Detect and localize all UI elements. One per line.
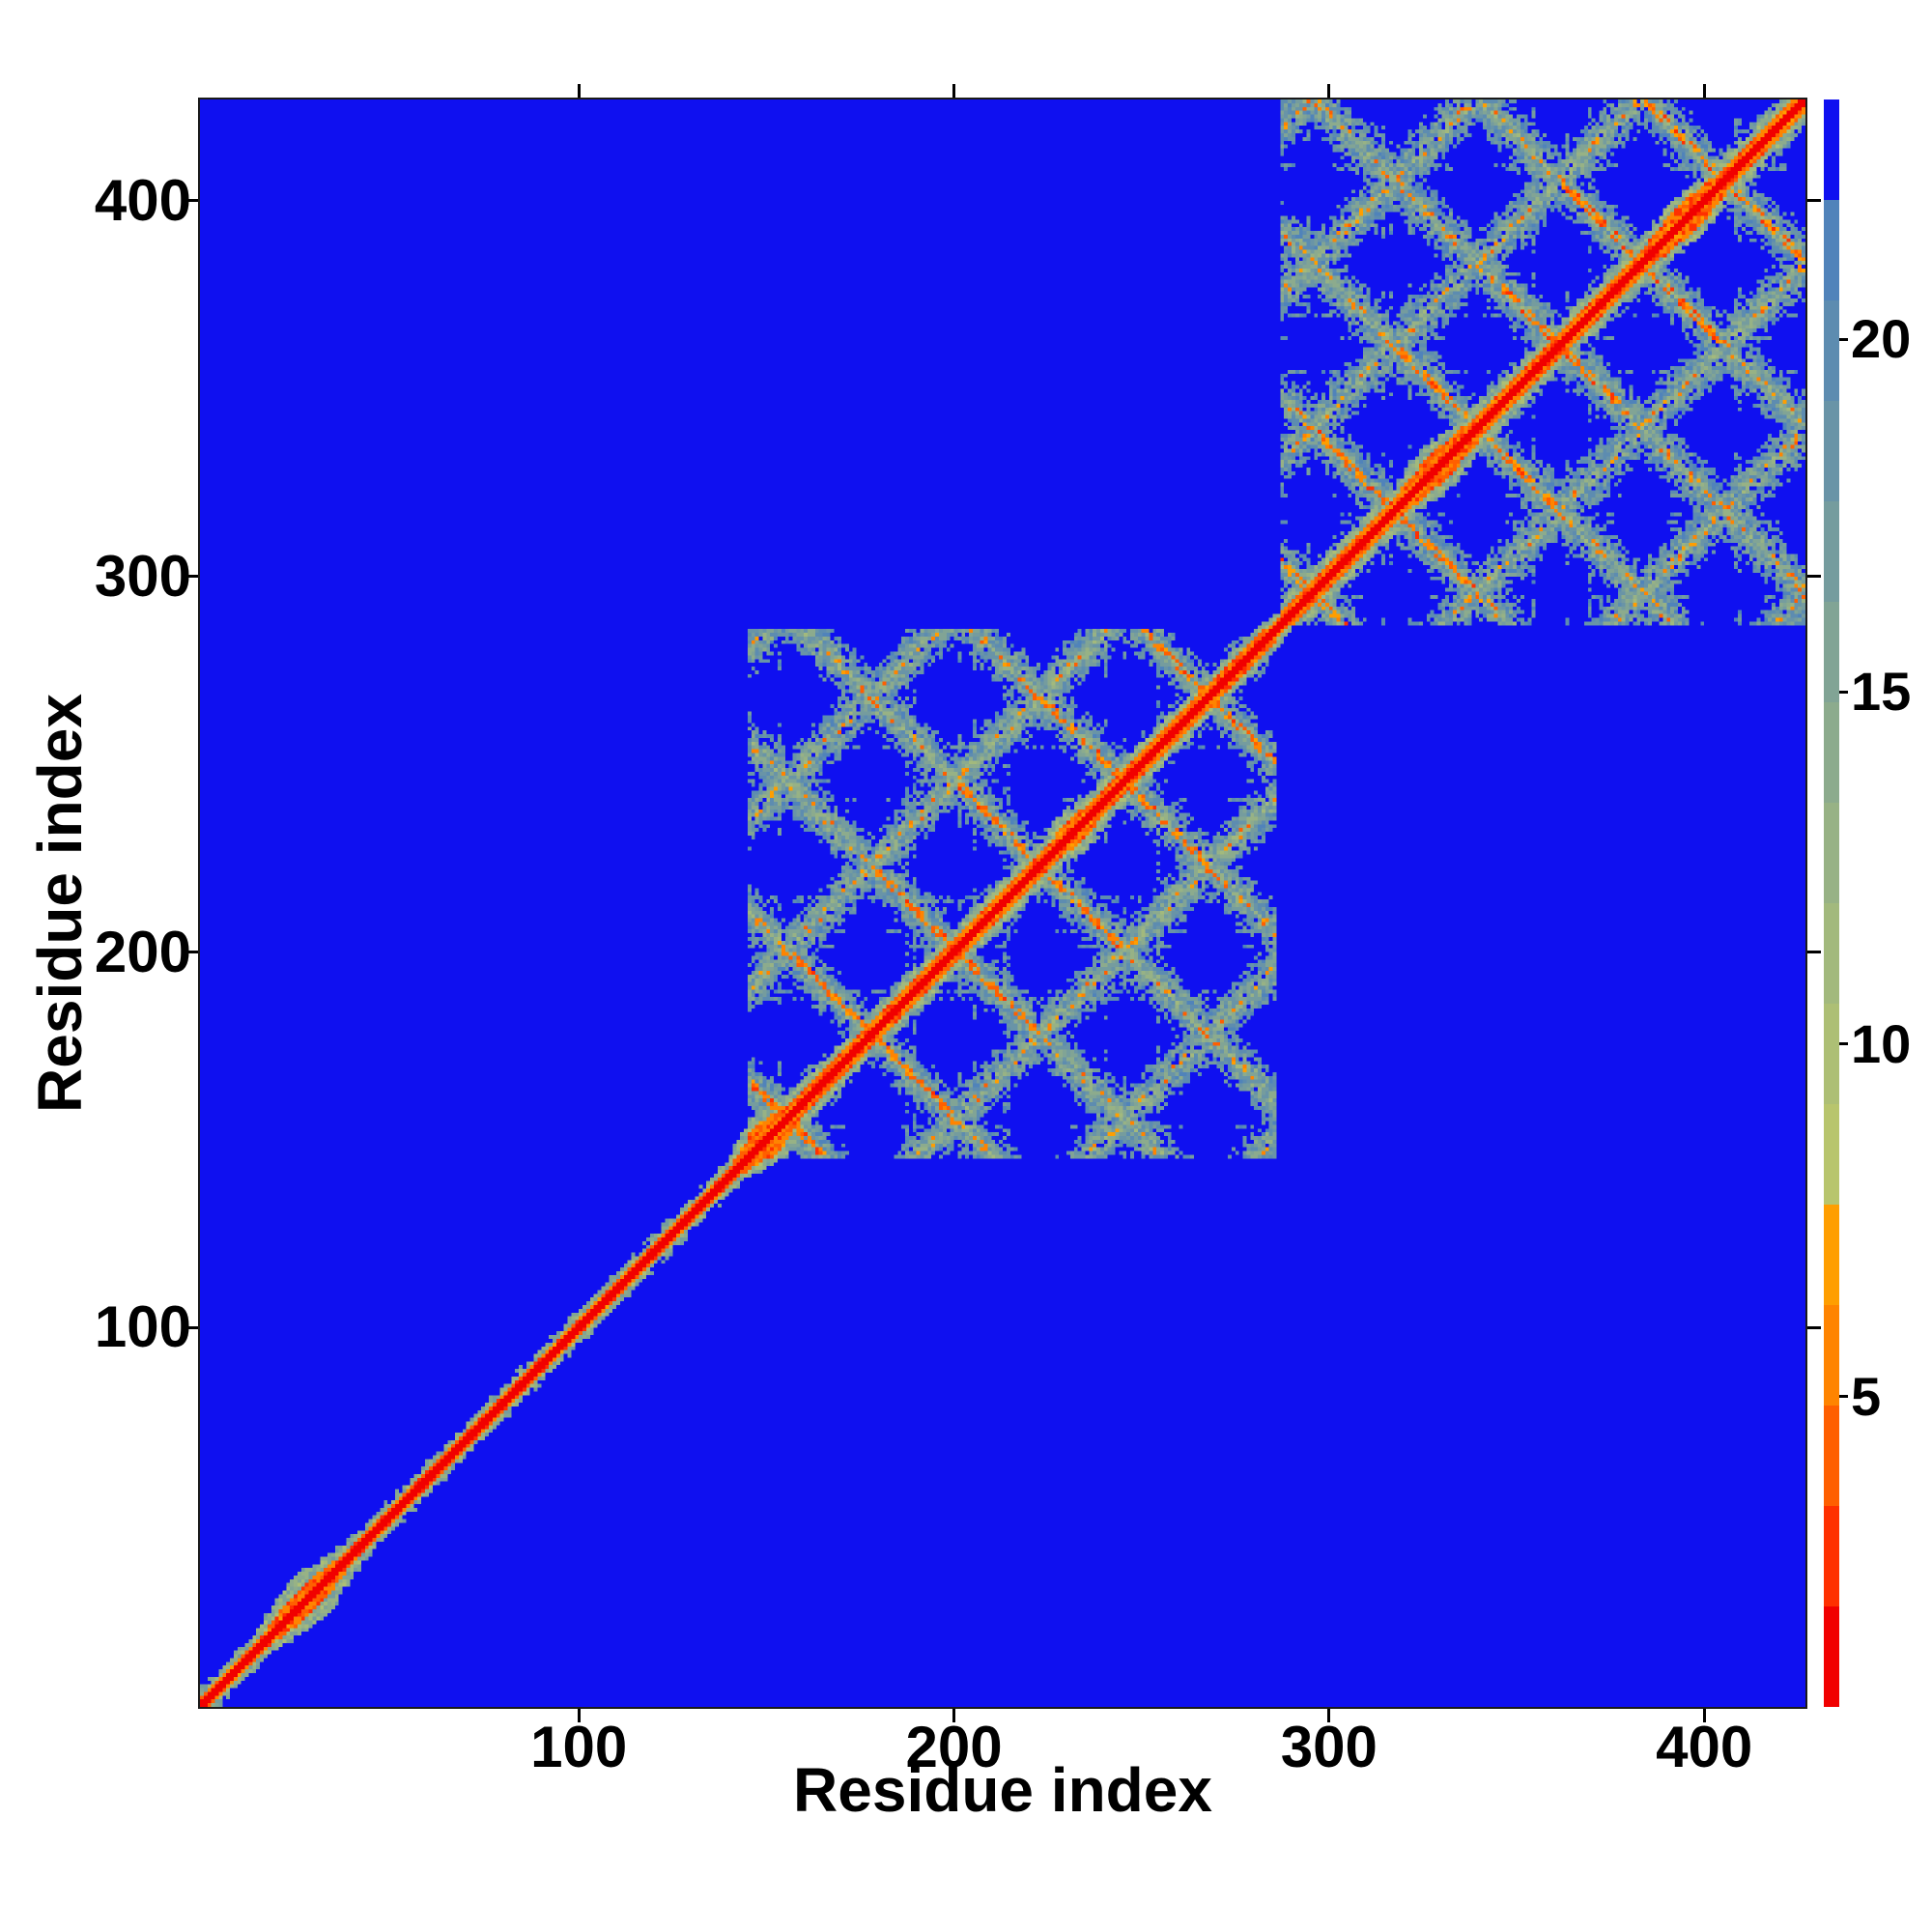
- x-tick-mark-top: [1327, 84, 1331, 98]
- colorbar: [1824, 99, 1839, 1707]
- colorbar-band: [1824, 401, 1839, 501]
- x-tick-mark: [1327, 1709, 1331, 1722]
- x-tick-mark: [952, 1709, 956, 1722]
- x-axis-title: Residue index: [793, 1755, 1212, 1825]
- x-tick-mark-top: [1702, 84, 1706, 98]
- colorbar-tick-label: 10: [1851, 1012, 1912, 1074]
- colorbar-band: [1824, 200, 1839, 300]
- colorbar-tick-label: 5: [1851, 1365, 1882, 1427]
- y-tick-mark-right: [1807, 575, 1821, 579]
- x-tick-mark: [1702, 1709, 1706, 1722]
- colorbar-band: [1824, 602, 1839, 702]
- y-axis-title: Residue index: [25, 694, 95, 1113]
- y-tick-mark: [185, 951, 198, 954]
- x-tick-mark-top: [952, 84, 956, 98]
- colorbar-tick-label: 20: [1851, 308, 1912, 370]
- colorbar-band: [1824, 1606, 1839, 1707]
- y-tick-mark: [185, 575, 198, 579]
- y-tick-mark: [185, 1325, 198, 1329]
- colorbar-tick-mark: [1839, 1042, 1848, 1046]
- colorbar-band: [1824, 1004, 1839, 1104]
- y-tick-mark-right: [1807, 1325, 1821, 1329]
- colorbar-band: [1824, 702, 1839, 803]
- colorbar-band: [1824, 1205, 1839, 1305]
- y-tick-mark-right: [1807, 199, 1821, 203]
- colorbar-band: [1824, 300, 1839, 401]
- colorbar-band: [1824, 803, 1839, 903]
- x-tick-mark-top: [577, 84, 581, 98]
- colorbar-tick-mark: [1839, 1395, 1848, 1399]
- colorbar-band: [1824, 99, 1839, 200]
- colorbar-band: [1824, 1506, 1839, 1606]
- colorbar-band: [1824, 903, 1839, 1004]
- colorbar-band: [1824, 1104, 1839, 1205]
- colorbar-tick-mark: [1839, 337, 1848, 341]
- y-tick-mark: [185, 199, 198, 203]
- colorbar-band: [1824, 1305, 1839, 1406]
- residue-matrix-canvas: [200, 99, 1805, 1707]
- y-tick-label: 400: [94, 167, 191, 233]
- plot-area: [198, 98, 1807, 1709]
- y-tick-mark-right: [1807, 951, 1821, 954]
- y-tick-label: 100: [94, 1294, 191, 1360]
- colorbar-band: [1824, 1406, 1839, 1506]
- colorbar-band: [1824, 501, 1839, 602]
- colorbar-tick-mark: [1839, 690, 1848, 694]
- y-tick-label: 300: [94, 543, 191, 609]
- x-tick-mark: [577, 1709, 581, 1722]
- colorbar-tick-label: 15: [1851, 661, 1912, 723]
